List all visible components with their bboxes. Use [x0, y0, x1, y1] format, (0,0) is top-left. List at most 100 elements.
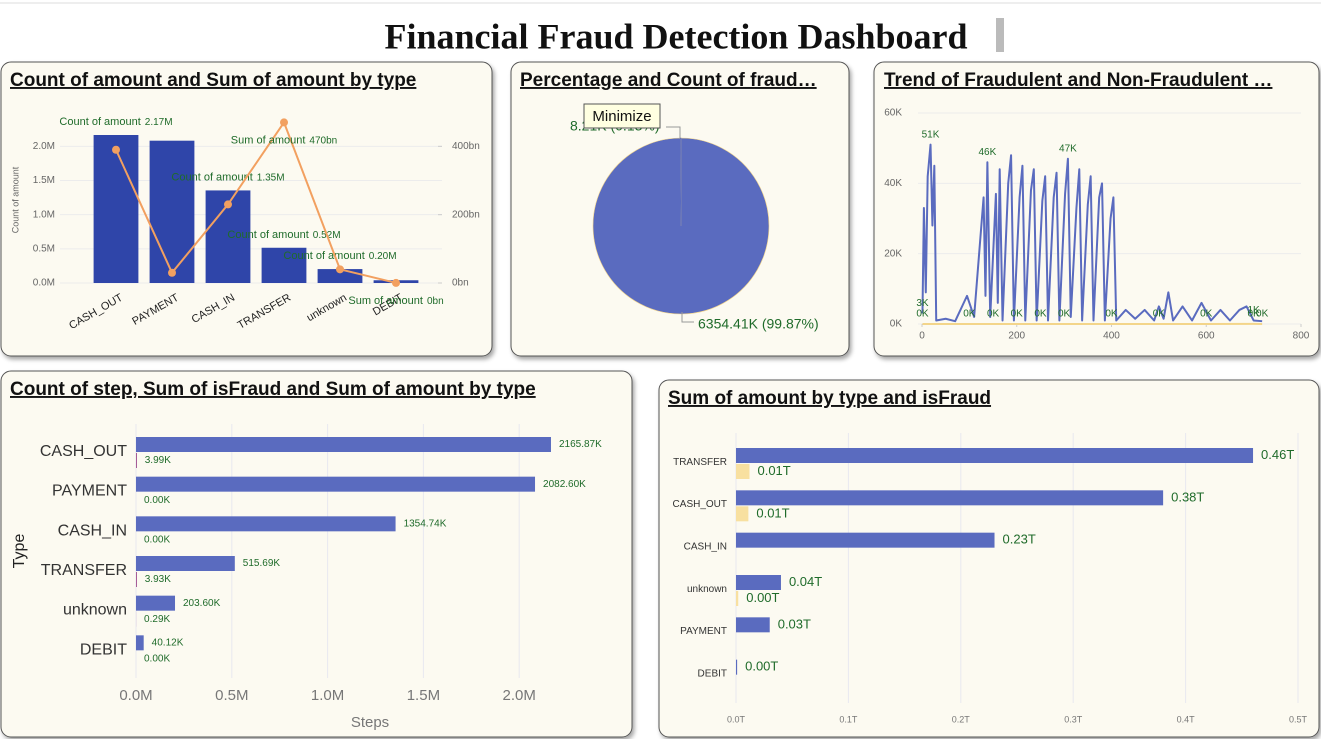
- leader-line: [681, 312, 694, 323]
- data-label: 0.00T: [746, 590, 779, 605]
- data-label: 3K: [916, 298, 929, 309]
- bar: [736, 532, 995, 548]
- data-label: 0.00K: [144, 653, 170, 664]
- x-tick-label: 400: [1103, 331, 1120, 342]
- y-tick-label: 0K: [890, 319, 903, 330]
- y2-tick-label: 0bn: [452, 278, 469, 289]
- data-label: Count of amount 2.17M: [59, 116, 172, 128]
- value-label: 470bn: [309, 135, 337, 146]
- y-tick-label: 20K: [884, 248, 902, 259]
- leader-line: [666, 126, 681, 138]
- dashboard-title: Financial Fraud Detection Dashboard: [384, 16, 967, 56]
- value-label: 0bn: [427, 296, 444, 307]
- data-label: 0.01T: [756, 505, 789, 520]
- line-marker: [112, 145, 120, 154]
- value-label: 0.20M: [369, 251, 397, 262]
- data-label: 0K: [1058, 309, 1071, 320]
- bar: [136, 437, 551, 452]
- chart-title: Percentage and Count of fraud…: [520, 70, 817, 91]
- tooltip-box: [583, 103, 661, 129]
- data-label: 203.60K: [183, 598, 221, 609]
- data-label: 0K: [1011, 309, 1024, 320]
- data-label: 0K: [1256, 309, 1269, 320]
- line-marker: [336, 265, 344, 274]
- x-tick-label: 0.3T: [1064, 714, 1083, 724]
- scroll-handle: [996, 18, 1004, 52]
- y-tick-label: CASH_IN: [684, 541, 727, 552]
- data-label: 0.04T: [789, 574, 822, 589]
- data-label: 46K: [978, 147, 996, 158]
- data-label: 0.00K: [144, 495, 170, 506]
- value-label: 2.17M: [145, 117, 173, 128]
- chart-title: Trend of Fraudulent and Non-Fraudulent …: [884, 70, 1272, 91]
- x-tick-label: 0.0T: [727, 714, 746, 724]
- x-tick-label: 0.5M: [215, 687, 248, 704]
- y-tick-label: 40K: [884, 178, 902, 189]
- y-tick-label: CASH_IN: [58, 522, 127, 539]
- x-tick-label: 600: [1198, 331, 1215, 342]
- trend-line: [921, 143, 1263, 323]
- bar: [736, 575, 781, 590]
- bar: [136, 453, 137, 468]
- y-tick-label: 1.0M: [33, 209, 55, 220]
- y2-tick-label: 400bn: [452, 141, 480, 152]
- line-marker: [280, 118, 288, 127]
- y2-tick-label: 200bn: [452, 209, 480, 220]
- y-tick-label: unknown: [687, 584, 727, 595]
- data-label: Sum of amount 470bn: [231, 134, 337, 146]
- value-label: 1.35M: [257, 172, 285, 183]
- data-label: 0K: [987, 309, 1000, 320]
- series-name: Count of amount: [283, 250, 364, 262]
- x-tick-label: 1.5M: [407, 687, 440, 704]
- line-marker: [392, 278, 400, 287]
- x-tick-label: 0.0M: [119, 687, 152, 704]
- tooltip-text: Minimize: [592, 108, 651, 125]
- data-label: Count of amount 0.20M: [283, 250, 396, 262]
- x-tick-label: 0.4T: [1177, 714, 1196, 724]
- data-label: 3.93K: [145, 574, 171, 585]
- data-label: 3.99K: [145, 455, 171, 466]
- bar: [261, 247, 307, 283]
- x-axis-title: Steps: [351, 714, 389, 731]
- data-label: 0K: [963, 309, 976, 320]
- data-label: 0.03T: [778, 616, 811, 631]
- sum-line: [115, 120, 397, 284]
- data-label: 515.69K: [243, 558, 281, 569]
- chart-title: Count of step, Sum of isFraud and Sum of…: [10, 379, 536, 400]
- data-label: 2082.60K: [543, 479, 586, 490]
- x-tick-label: 2.0M: [503, 687, 536, 704]
- bar: [136, 556, 235, 571]
- data-label: 40.12K: [152, 637, 184, 648]
- y-tick-label: TRANSFER: [41, 562, 127, 579]
- bar: [136, 595, 176, 611]
- x-tick-label: 200: [1008, 331, 1025, 342]
- bar: [736, 490, 1164, 506]
- data-label: 47K: [1059, 143, 1077, 154]
- data-label: 0.38T: [1171, 489, 1204, 504]
- data-label: 2165.87K: [559, 439, 602, 450]
- y-tick-label: DEBIT: [80, 641, 127, 658]
- data-label: 1354.74K: [404, 518, 447, 529]
- series-name: Sum of amount: [348, 295, 423, 307]
- bar: [736, 617, 770, 633]
- bar: [736, 591, 739, 606]
- data-label: 0K: [1034, 309, 1047, 320]
- data-label: 0.29K: [144, 614, 170, 625]
- bar: [736, 506, 749, 522]
- data-label: 0.46T: [1261, 447, 1294, 462]
- y-tick-label: unknown: [63, 602, 127, 619]
- data-label: Sum of amount 0bn: [348, 295, 443, 307]
- chart-title: Count of amount and Sum of amount by typ…: [10, 70, 416, 91]
- y-axis-title: Type: [11, 534, 28, 569]
- bar: [93, 134, 139, 283]
- data-label: 0.00K: [144, 534, 170, 545]
- x-tick-label: 800: [1293, 331, 1310, 342]
- data-label: 0K: [916, 309, 929, 320]
- tooltip: Minimize: [583, 103, 661, 129]
- x-tick-label: 0: [919, 331, 925, 342]
- x-tick-label: 1.0M: [311, 687, 344, 704]
- bar: [149, 140, 195, 283]
- panel: [0, 370, 633, 738]
- bar: [736, 448, 1254, 463]
- x-tick-label: 0.5T: [1289, 714, 1308, 724]
